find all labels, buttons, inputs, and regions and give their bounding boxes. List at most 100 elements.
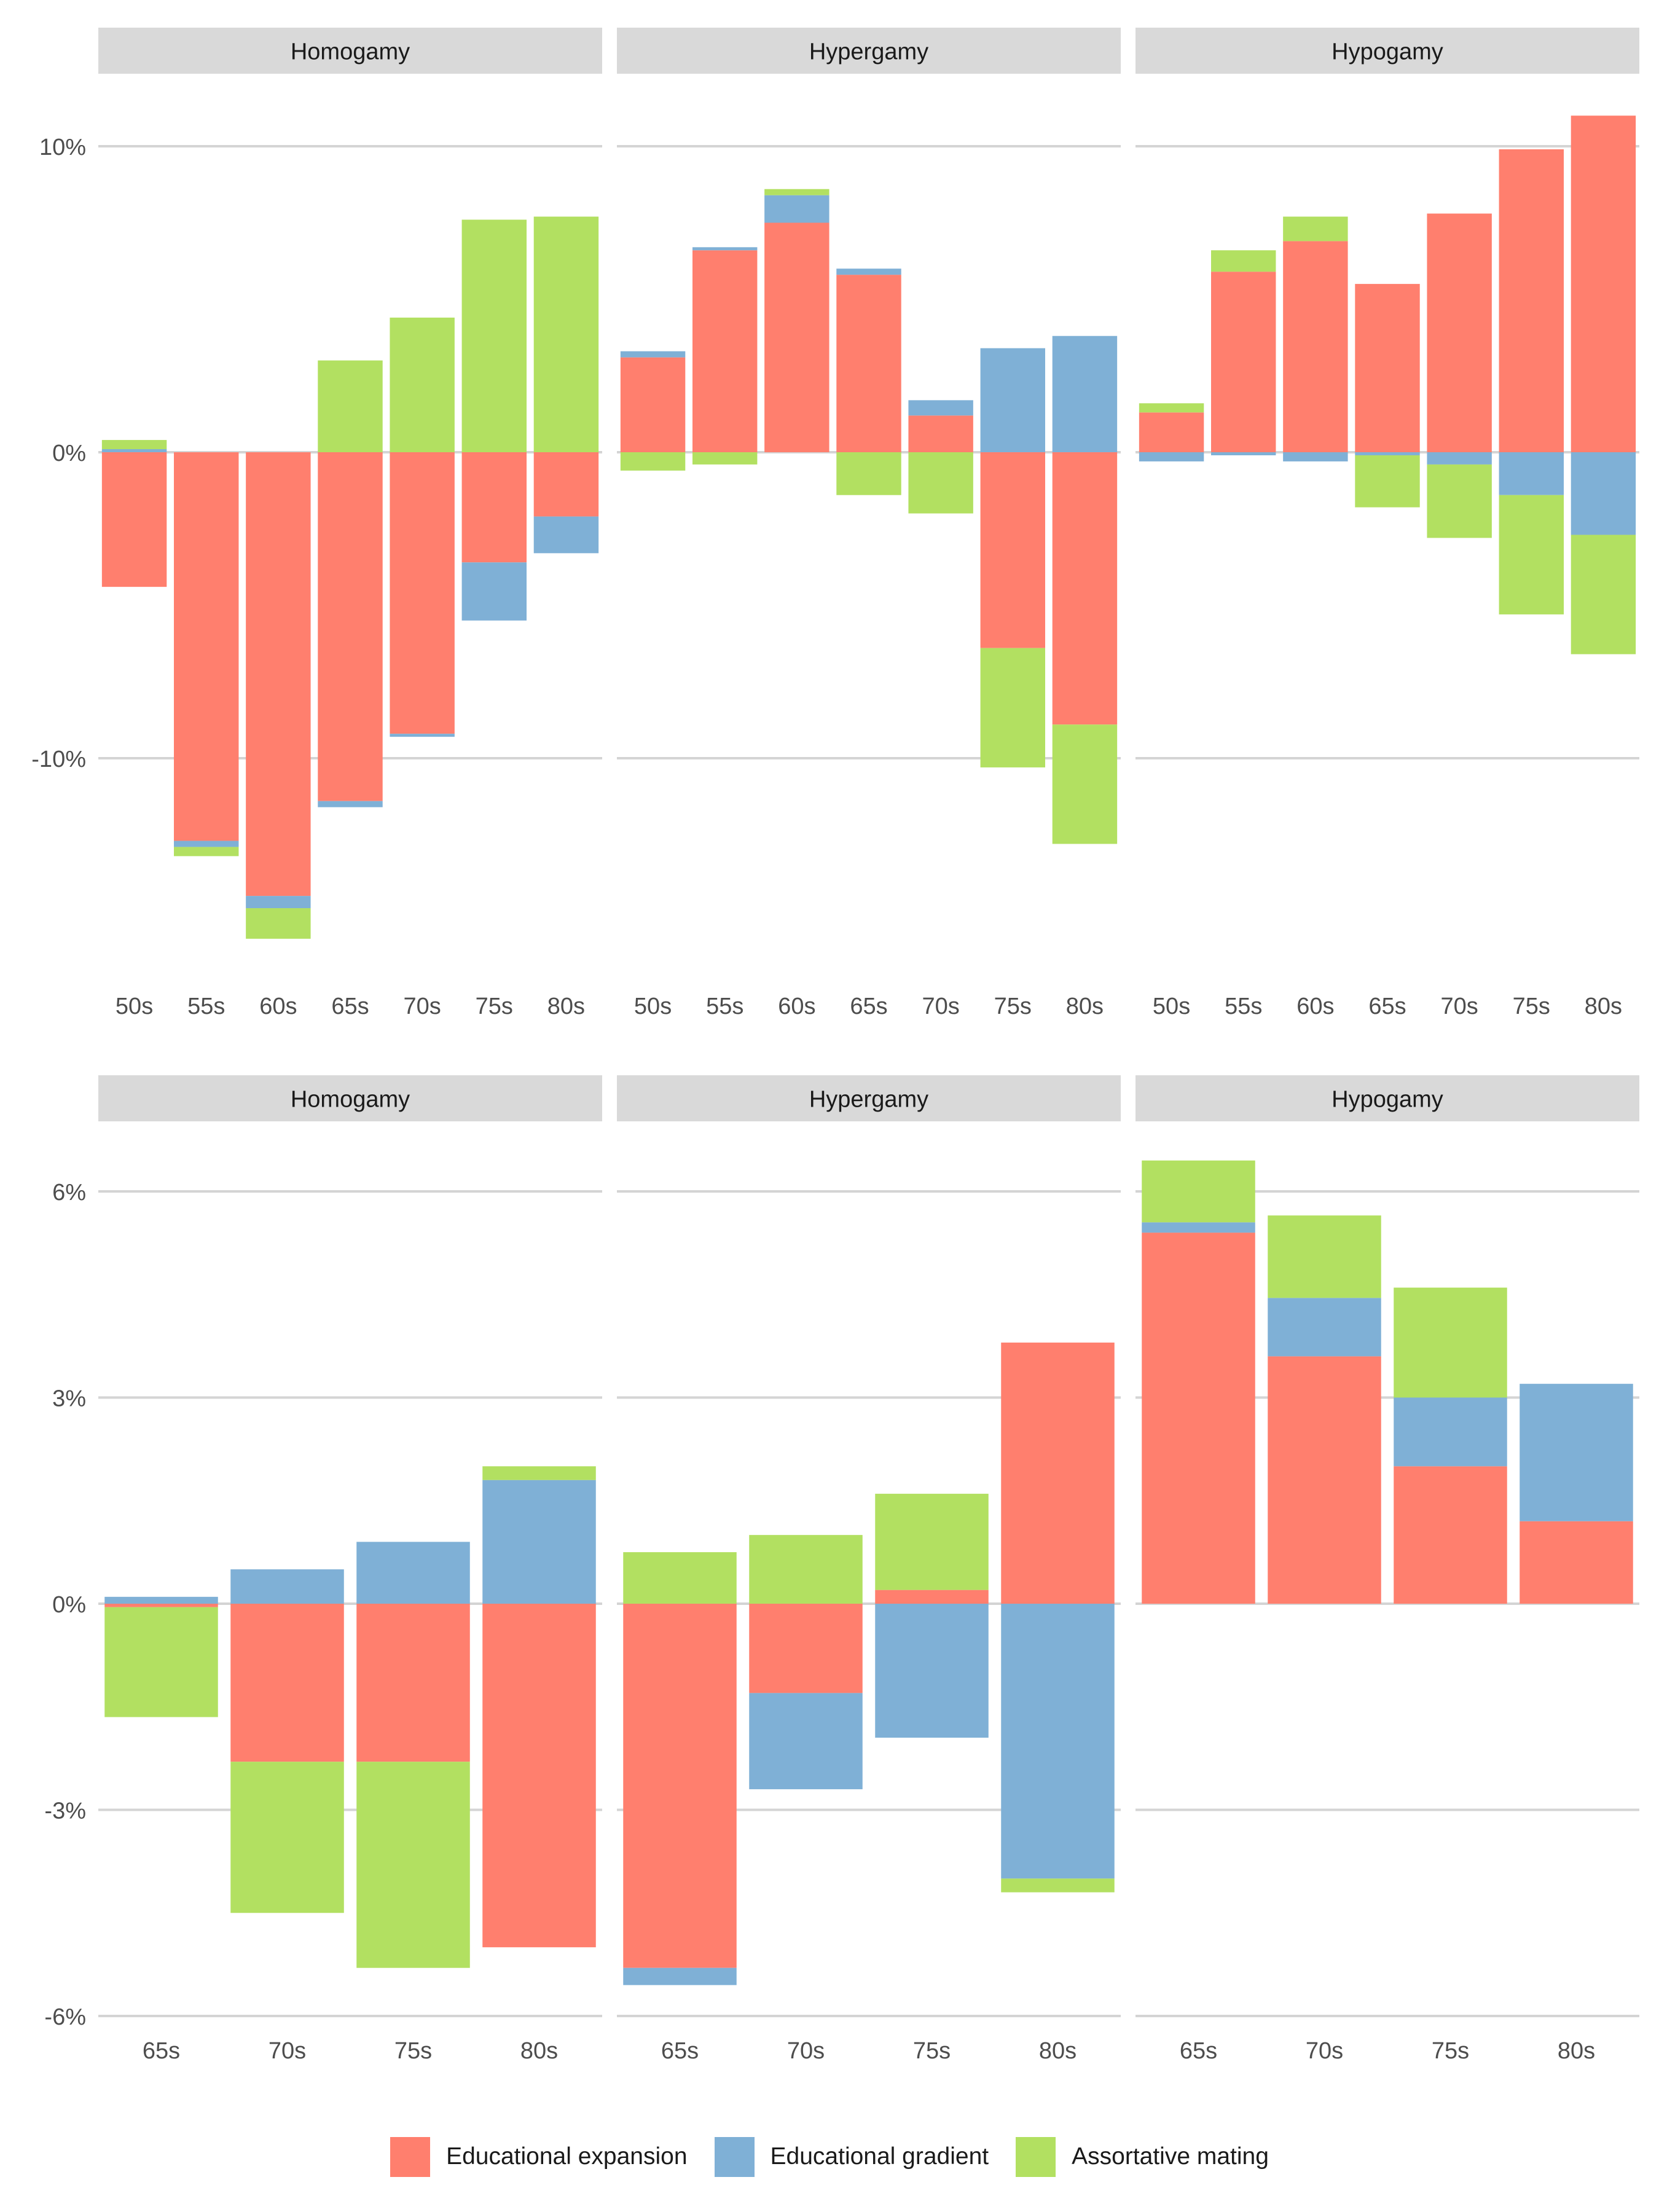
bar-homogamy-80s-educational-expansion <box>533 452 599 517</box>
x-tick-label: 70s <box>787 2038 825 2064</box>
x-tick-label: 70s <box>404 994 441 1019</box>
bar-hypergamy-60s-educational-gradient <box>764 195 830 223</box>
bar-hypergamy-80s-assortative-mating <box>1052 724 1118 844</box>
y-tick-label: 0% <box>52 1592 86 1618</box>
bar-homogamy-75s-educational-gradient <box>461 562 527 621</box>
bar-hypogamy-80s-educational-expansion <box>1571 116 1636 452</box>
bar-hypergamy-75s-educational-expansion <box>980 452 1045 648</box>
bar-hypogamy-65s-assortative-mating <box>1142 1160 1255 1223</box>
x-tick-label: 70s <box>922 994 960 1019</box>
x-tick-label: 80s <box>1585 994 1622 1019</box>
bar-homogamy-70s-educational-expansion <box>390 452 455 734</box>
bar-homogamy-55s-educational-expansion <box>174 452 239 841</box>
bar-homogamy-75s-educational-expansion <box>356 1604 470 1762</box>
panel-hypergamy: Hypergamy 65s 70s 75s 80s <box>617 1075 1121 2064</box>
bar-hypergamy-70s-educational-expansion <box>749 1604 863 1693</box>
panel-hypogamy: Hypogamy 65s 70s 75s 80s <box>1135 1075 1639 2064</box>
bar-hypergamy-55s-educational-expansion <box>692 250 758 452</box>
bar-homogamy-60s-educational-gradient <box>246 896 311 909</box>
bar-homogamy-65s-educational-gradient <box>104 1596 218 1604</box>
bar-hypergamy-80s-educational-expansion <box>1001 1343 1115 1604</box>
bar-hypogamy-50s-educational-expansion <box>1139 412 1204 452</box>
bar-hypogamy-55s-educational-expansion <box>1211 272 1276 452</box>
bar-hypergamy-70s-educational-expansion <box>908 415 973 452</box>
bar-hypogamy-75s-educational-gradient <box>1394 1397 1507 1467</box>
bar-hypergamy-75s-assortative-mating <box>875 1494 989 1590</box>
bar-homogamy-65s-educational-expansion <box>104 1604 218 1607</box>
facet-strip <box>98 28 602 74</box>
bar-homogamy-65s-educational-gradient <box>318 801 383 807</box>
x-tick-label: 80s <box>1039 2038 1077 2064</box>
facet-strip-label: Hypergamy <box>809 39 928 65</box>
bar-hypergamy-70s-assortative-mating <box>908 452 973 514</box>
facet-strip <box>1135 1075 1639 1121</box>
legend-label-expansion: Educational expansion <box>446 2143 688 2170</box>
legend: Educational expansion Educational gradie… <box>0 2129 1659 2184</box>
bar-hypogamy-55s-educational-gradient <box>1211 452 1276 455</box>
y-tick-label: 3% <box>52 1386 86 1412</box>
bar-hypogamy-65s-educational-gradient <box>1142 1222 1255 1233</box>
legend-swatch-gradient <box>714 2136 755 2177</box>
bar-homogamy-80s-educational-expansion <box>482 1604 596 1948</box>
bar-hypergamy-75s-assortative-mating <box>980 648 1045 767</box>
bar-hypergamy-80s-educational-expansion <box>1052 452 1118 725</box>
bar-hypergamy-50s-educational-expansion <box>620 357 686 452</box>
bar-hypergamy-75s-educational-gradient <box>875 1604 989 1738</box>
bar-hypogamy-80s-educational-gradient <box>1571 452 1636 535</box>
x-tick-label: 65s <box>850 994 887 1019</box>
x-tick-label: 70s <box>1306 2038 1343 2064</box>
facet-strip <box>617 1075 1121 1121</box>
bar-hypogamy-60s-assortative-mating <box>1283 216 1348 241</box>
bar-hypogamy-50s-educational-gradient <box>1139 452 1204 461</box>
bar-hypergamy-65s-educational-expansion <box>836 275 901 452</box>
x-tick-label: 70s <box>1441 994 1478 1019</box>
bar-homogamy-60s-educational-expansion <box>246 452 311 896</box>
bar-hypogamy-55s-assortative-mating <box>1211 250 1276 272</box>
x-tick-label: 60s <box>778 994 815 1019</box>
x-tick-label: 65s <box>1180 2038 1217 2064</box>
bar-homogamy-70s-assortative-mating <box>390 317 455 452</box>
x-tick-label: 75s <box>913 2038 951 2064</box>
x-tick-label: 70s <box>269 2038 306 2064</box>
panel-hypogamy: Hypogamy 50s 55s 60s 65s 70s 75s 80s <box>1135 28 1639 1019</box>
legend-label-gradient: Educational gradient <box>770 2143 989 2170</box>
bar-homogamy-75s-assortative-mating <box>461 219 527 452</box>
bar-hypergamy-60s-educational-expansion <box>764 222 830 452</box>
bar-hypergamy-50s-educational-gradient <box>620 351 686 358</box>
x-tick-label: 65s <box>331 994 369 1019</box>
facet-strip-label: Homogamy <box>291 1087 410 1113</box>
bar-hypergamy-55s-educational-gradient <box>692 247 758 251</box>
bar-hypogamy-70s-educational-gradient <box>1268 1298 1381 1357</box>
bar-homogamy-80s-educational-gradient <box>533 516 599 554</box>
x-tick-label: 55s <box>706 994 743 1019</box>
legend-item-gradient: Educational gradient <box>714 2136 989 2177</box>
y-tick-label: 10% <box>39 135 86 160</box>
bar-homogamy-60s-assortative-mating <box>246 908 311 939</box>
panel-homogamy: Homogamy 50s 55s 60s 65s 70s 75s 80s <box>98 28 602 1019</box>
x-tick-label: 75s <box>1432 2038 1469 2064</box>
bar-hypergamy-65s-educational-gradient <box>623 1967 737 1985</box>
facet-strip <box>98 1075 602 1121</box>
bar-homogamy-55s-educational-gradient <box>174 841 239 847</box>
x-tick-label: 65s <box>143 2038 180 2064</box>
bar-hypergamy-70s-educational-gradient <box>908 400 973 416</box>
bar-hypogamy-60s-educational-gradient <box>1283 452 1348 461</box>
y-tick-label: -6% <box>44 2004 86 2030</box>
x-tick-label: 75s <box>476 994 513 1019</box>
legend-item-expansion: Educational expansion <box>390 2136 688 2177</box>
x-tick-label: 75s <box>394 2038 432 2064</box>
facet-strip-label: Homogamy <box>291 39 410 65</box>
facet-strip <box>617 28 1121 74</box>
bar-hypergamy-55s-assortative-mating <box>692 452 758 465</box>
bar-hypogamy-70s-assortative-mating <box>1268 1215 1381 1298</box>
bar-homogamy-70s-educational-expansion <box>230 1604 344 1762</box>
panel-hypergamy: Hypergamy 50s 55s 60s 65s 70s 75s 80s <box>617 28 1121 1019</box>
y-tick-label: -10% <box>31 747 86 772</box>
bar-homogamy-80s-assortative-mating <box>482 1466 596 1480</box>
bar-homogamy-50s-educational-expansion <box>101 452 167 587</box>
x-tick-label: 50s <box>634 994 672 1019</box>
bar-hypogamy-80s-educational-gradient <box>1520 1384 1633 1521</box>
facet-strip <box>1135 28 1639 74</box>
